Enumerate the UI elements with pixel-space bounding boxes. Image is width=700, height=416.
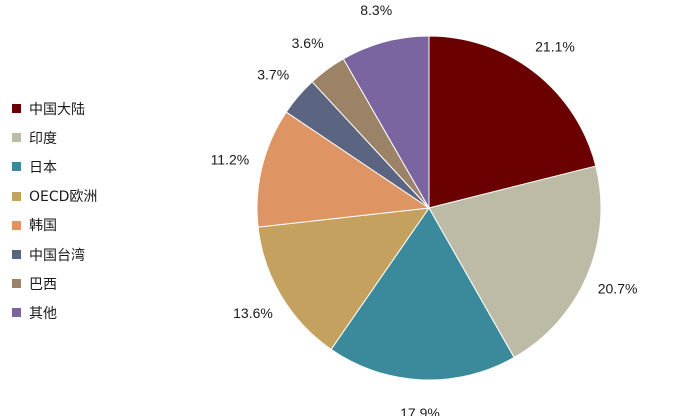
legend-swatch [12, 104, 21, 114]
pie-slice [256, 111, 431, 228]
legend-swatch [12, 279, 21, 289]
pie-value-label: 21.1% [535, 38, 575, 54]
pie-value-label: 13.6% [233, 305, 273, 321]
pie-value-label: 17.9% [400, 405, 440, 416]
legend-item: 韩国 [12, 211, 97, 240]
pie-slice [428, 165, 602, 359]
legend-label: 中国大陆 [29, 101, 85, 118]
pie-slice [330, 207, 515, 381]
pie-value-label: 20.7% [598, 281, 638, 297]
legend-item: 日本 [12, 152, 97, 181]
pie-slice [257, 207, 431, 351]
pie-value-label: 3.6% [292, 35, 324, 51]
pie-value-label: 8.3% [360, 2, 392, 18]
legend-swatch [12, 133, 21, 143]
legend-label: 中国台湾 [29, 247, 85, 264]
legend-item: 巴西 [12, 269, 97, 298]
pie-value-label: 11.2% [211, 151, 250, 167]
legend-label: 印度 [29, 130, 57, 147]
legend-swatch [12, 308, 21, 318]
legend-swatch [12, 191, 21, 201]
legend-item: OECD欧洲 [12, 182, 97, 211]
legend-label: 巴西 [29, 276, 57, 293]
legend-swatch [12, 250, 21, 260]
legend: 中国大陆印度日本 OECD欧洲 韩国中国台湾巴西其他 [12, 94, 97, 328]
legend-label: 其他 [29, 305, 57, 322]
pie-value-label: 3.7% [257, 67, 289, 83]
legend-label: 韩国 [29, 218, 57, 235]
legend-label: OECD欧洲 [29, 189, 98, 206]
legend-swatch [12, 162, 21, 172]
legend-item: 印度 [12, 123, 97, 152]
legend-item: 中国台湾 [12, 240, 97, 269]
legend-item: 其他 [12, 298, 97, 327]
legend-item: 中国大陆 [12, 94, 97, 123]
pie-slice [342, 35, 430, 210]
legend-swatch [12, 220, 21, 230]
legend-label: 日本 [29, 159, 57, 176]
pie-slice [428, 35, 597, 209]
